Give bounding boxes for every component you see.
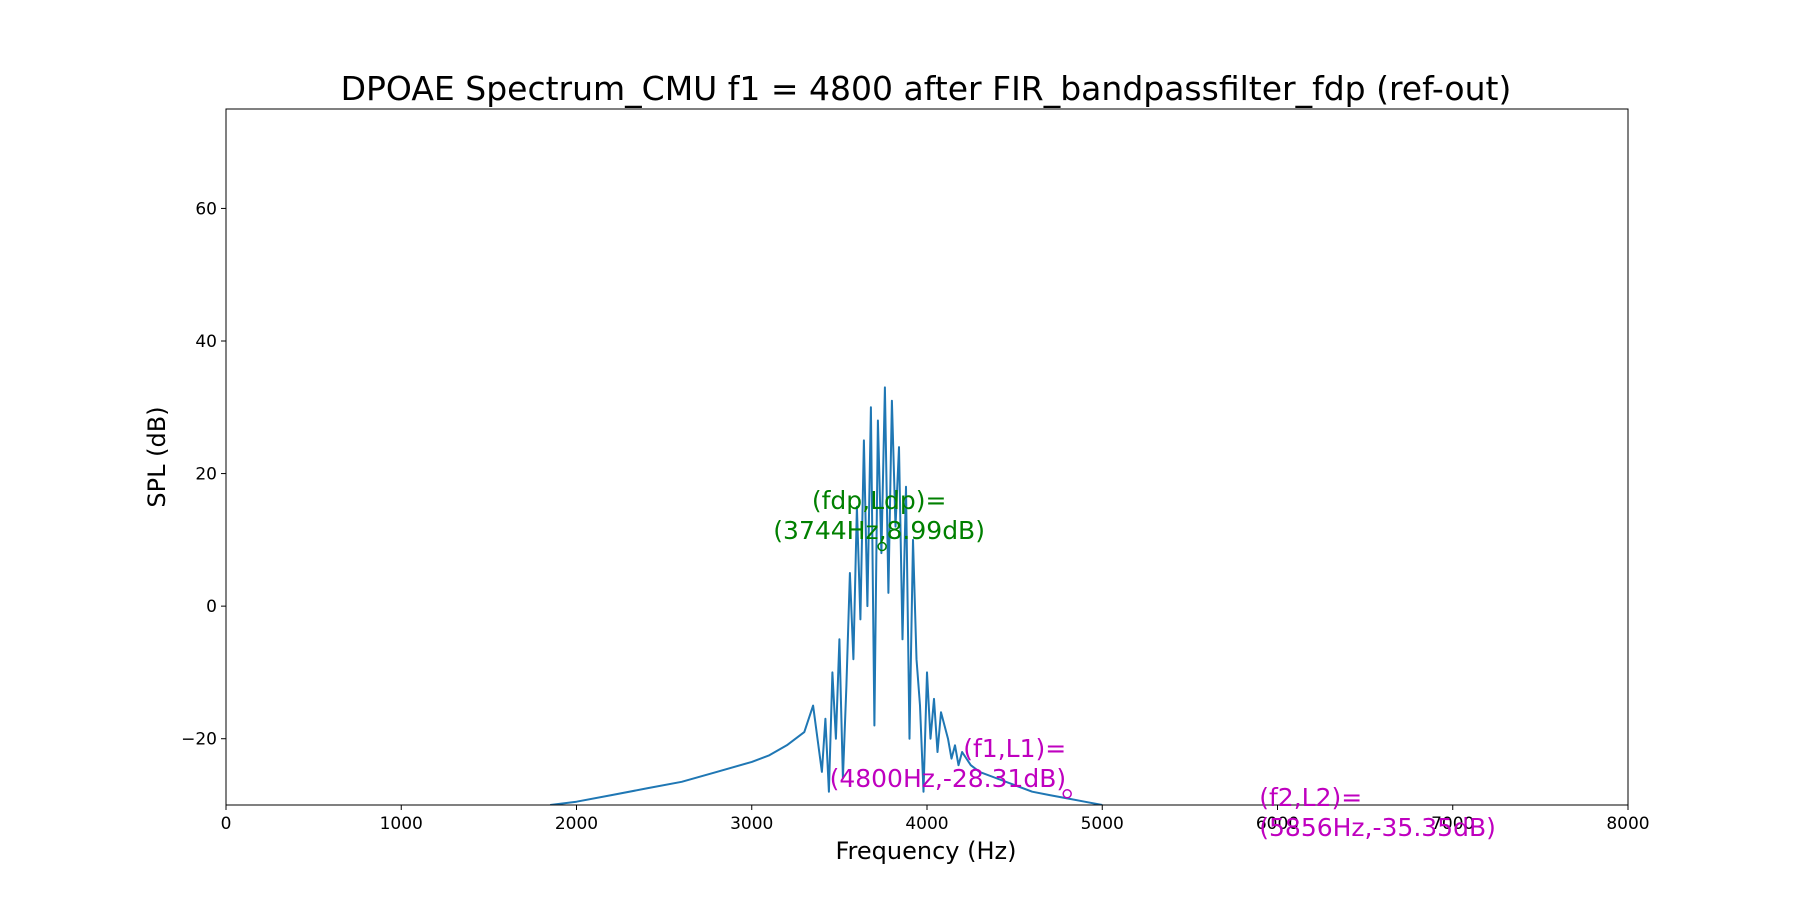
annotation-line: (f1,L1)= [963,734,1066,763]
annotation-label: (fdp,Ldp)= (3744Hz,8.99dB) [773,486,985,545]
annotation-marker [1062,789,1072,799]
annotation-label: (f2,L2)= (5856Hz,-35.35dB) [1259,783,1496,842]
annotation-line: (f2,L2)= [1259,783,1362,812]
annotation-marker [877,541,887,552]
annotation-line: (3744Hz,8.99dB) [773,516,985,545]
x-tick-label: 0 [221,814,232,834]
x-tick-label: 4000 [905,814,948,834]
x-tick-label: 1000 [380,814,423,834]
y-tick-label: 0 [206,597,217,617]
x-axis-label: Frequency (Hz) [836,837,1017,865]
y-tick-label: 20 [195,465,217,485]
x-tick-label: 3000 [730,814,773,834]
x-tick-label: 6000 [1256,814,1299,834]
chart-title: DPOAE Spectrum_CMU f1 = 4800 after FIR_b… [341,69,1512,108]
plot-area: 0 1000 2000 3000 4000 5000 6000 7000 8000 −20 0 20 4… [181,108,1650,842]
x-tick-label: 5000 [1081,814,1124,834]
y-tick-label: −20 [181,730,217,750]
annotation-line: (5856Hz,-35.35dB) [1259,813,1496,842]
annotation-label: (f1,L1)= (4800Hz,-28.31dB) [830,734,1067,793]
annotation-line: (fdp,Ldp)= [812,486,947,515]
annotation-line: (4800Hz,-28.31dB) [830,764,1067,793]
y-tick-label: 40 [195,332,217,352]
x-tick-label: 2000 [555,814,598,834]
y-axis-label: SPL (dB) [143,406,171,507]
x-tick-label: 7000 [1431,814,1474,834]
x-tick-label: 8000 [1606,814,1649,834]
y-tick-label: 60 [195,199,217,219]
